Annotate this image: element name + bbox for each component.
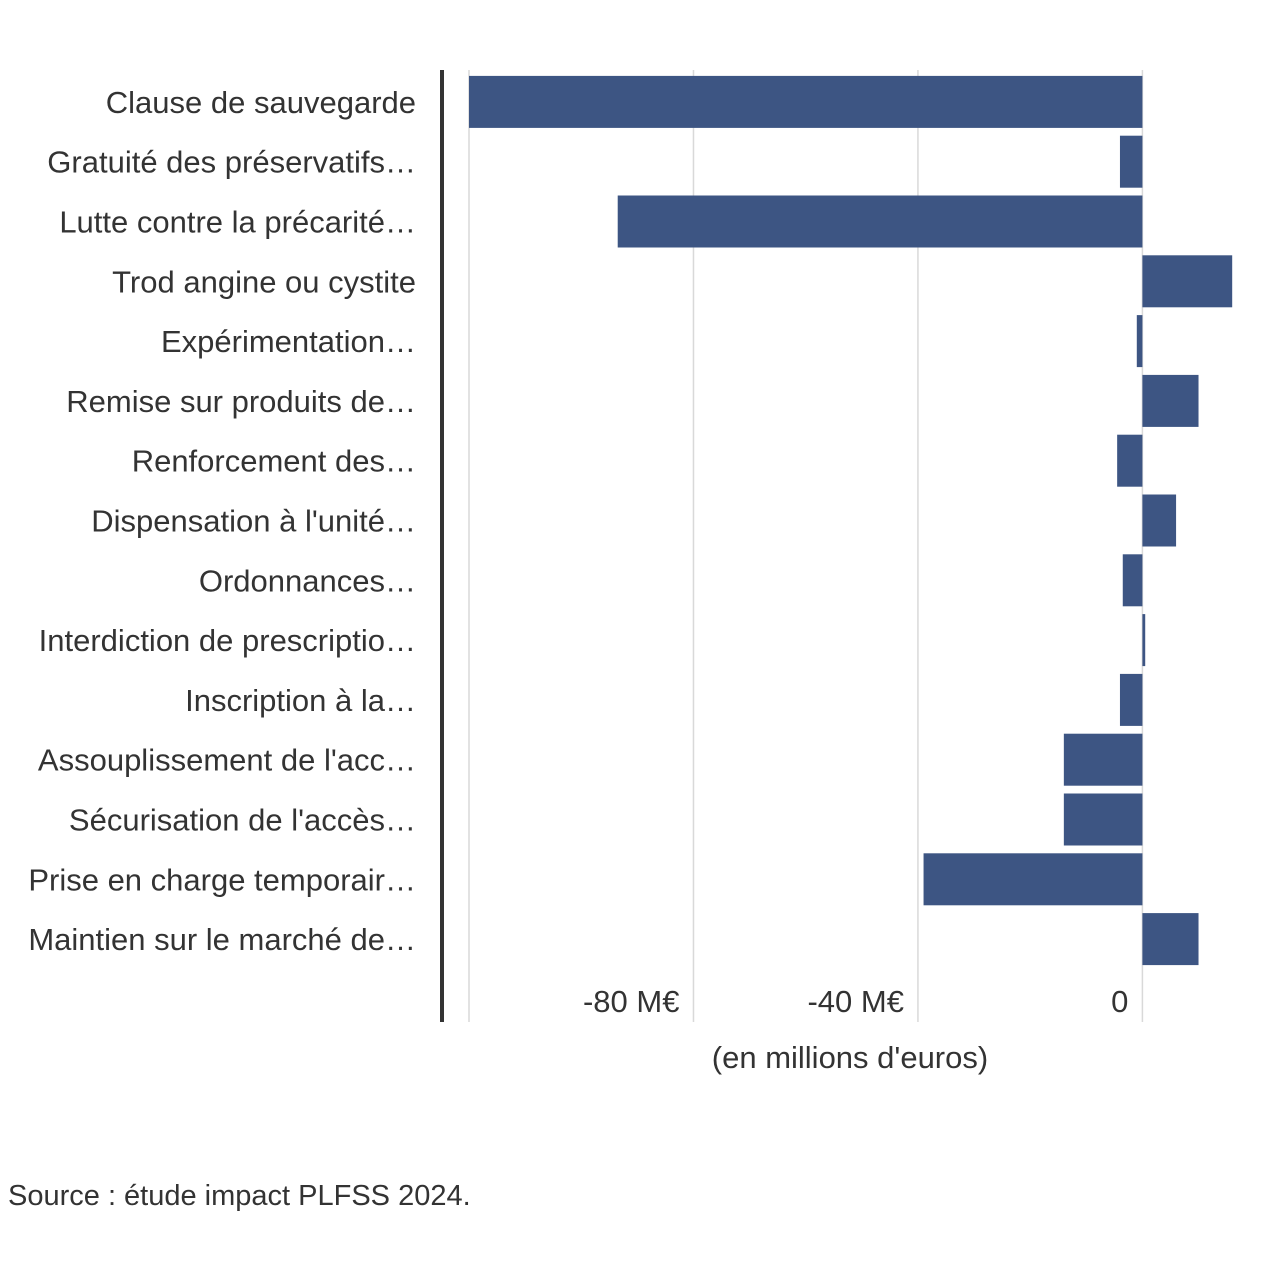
bar xyxy=(1142,255,1233,308)
x-tick-label: -40 M€ xyxy=(807,984,903,1019)
category-label: Inscription à la… xyxy=(185,683,416,718)
bar xyxy=(1119,135,1143,188)
bar xyxy=(1142,913,1199,966)
category-label: Dispensation à l'unité… xyxy=(91,504,416,539)
category-label: Interdiction de prescriptio… xyxy=(39,623,416,658)
bar xyxy=(1063,793,1143,846)
category-label: Gratuité des préservatifs… xyxy=(47,145,416,180)
x-tick-label: -80 M€ xyxy=(583,984,679,1019)
category-labels: Clause de sauvegarde Gratuité des préserv… xyxy=(28,85,416,957)
category-label: Ordonnances… xyxy=(199,563,416,598)
category-label: Maintien sur le marché de… xyxy=(28,922,416,957)
source-note: Source : étude impact PLFSS 2024. xyxy=(8,1180,471,1212)
bars xyxy=(469,75,1233,966)
category-label: Trod angine ou cystite xyxy=(112,264,416,299)
category-label: Lutte contre la précarité… xyxy=(59,205,416,240)
bar xyxy=(617,195,1143,248)
bar xyxy=(1063,733,1143,786)
category-label: Prise en charge temporair… xyxy=(28,862,416,897)
bar xyxy=(1117,434,1143,487)
bar xyxy=(1136,315,1143,368)
bar xyxy=(469,75,1143,128)
category-label: Renforcement des… xyxy=(132,444,416,479)
x-axis-title: (en millions d'euros) xyxy=(712,1040,988,1075)
bar xyxy=(1142,374,1199,427)
bar xyxy=(1142,494,1177,547)
bar xyxy=(1122,554,1143,607)
bar xyxy=(923,853,1143,906)
category-label: Assouplissement de l'acc… xyxy=(38,743,416,778)
bar xyxy=(1142,614,1146,667)
x-tick-labels: -80 M€ -40 M€ 0 xyxy=(583,984,1128,1019)
category-label: Expérimentation… xyxy=(161,324,416,359)
category-label: Sécurisation de l'accès… xyxy=(69,803,416,838)
x-tick-label: 0 xyxy=(1111,984,1128,1019)
category-label: Clause de sauvegarde xyxy=(106,85,416,120)
category-label: Remise sur produits de… xyxy=(66,384,416,419)
bar-chart: Clause de sauvegarde Gratuité des préserv… xyxy=(28,70,1233,1075)
bar xyxy=(1119,673,1143,726)
